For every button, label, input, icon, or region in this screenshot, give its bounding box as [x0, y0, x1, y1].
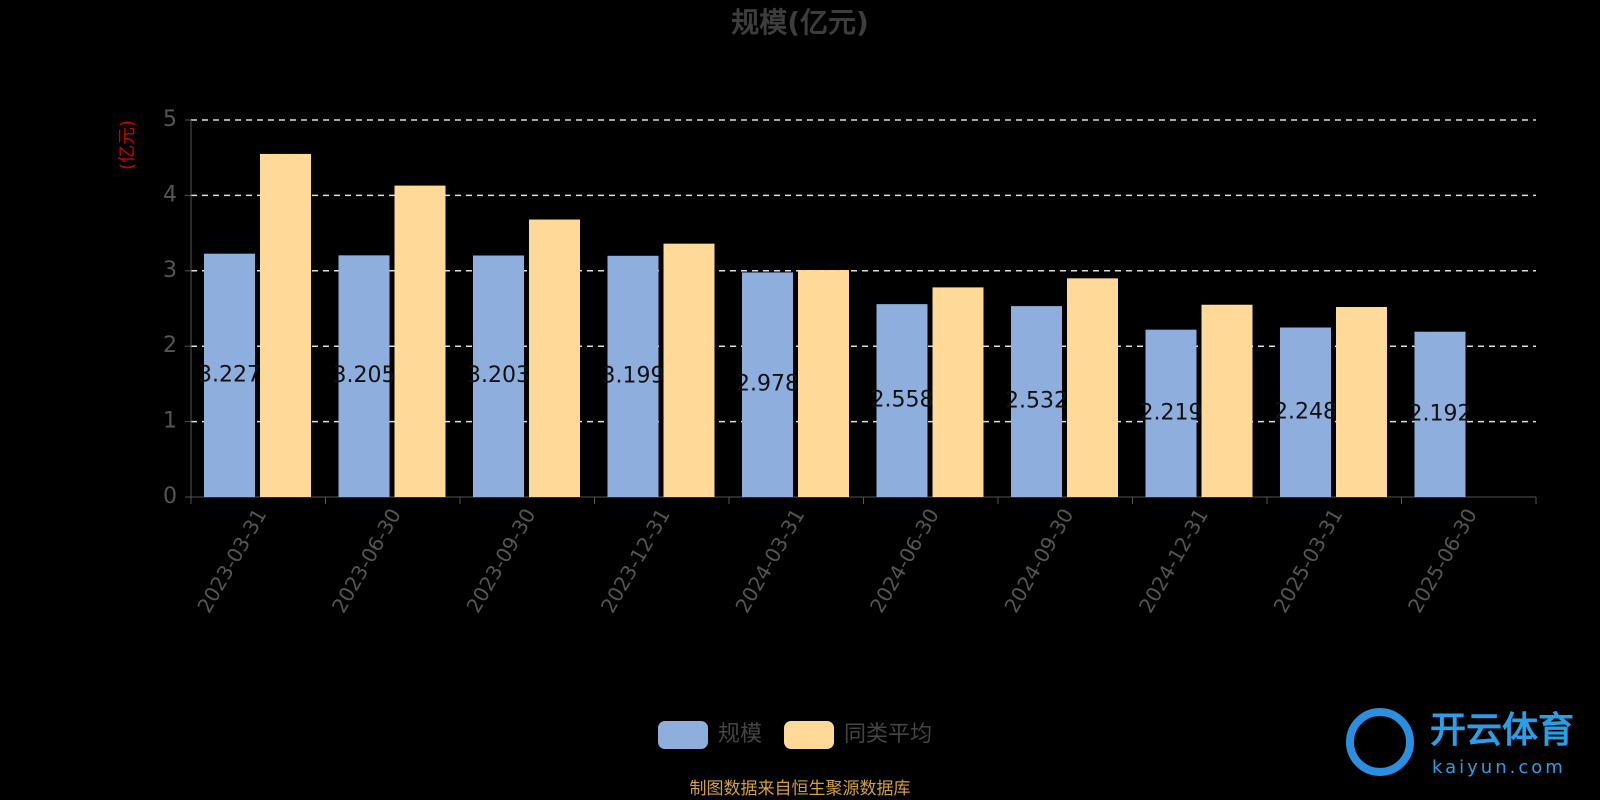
data-label: 3.199	[602, 363, 665, 388]
legend-label: 同类平均	[844, 722, 932, 747]
legend-label: 规模	[718, 722, 762, 747]
bar	[394, 185, 446, 497]
bar	[932, 287, 984, 497]
bar	[1145, 329, 1197, 497]
legend-swatch	[784, 721, 835, 749]
bar	[1336, 306, 1387, 497]
bar	[876, 304, 928, 497]
watermark-logo	[1346, 708, 1414, 776]
data-label: 3.203	[467, 363, 530, 388]
y-tick-label: 5	[163, 107, 177, 132]
bar	[1414, 331, 1466, 497]
data-label: 2.219	[1140, 400, 1203, 425]
y-tick-label: 2	[163, 333, 177, 358]
bar	[338, 255, 390, 497]
watermark-name: 开云体育	[1430, 710, 1574, 751]
data-label: 2.192	[1409, 401, 1472, 426]
y-axis-label: (亿元)	[117, 120, 138, 170]
bar	[1280, 327, 1331, 497]
bar	[663, 243, 715, 497]
bar	[1011, 306, 1062, 497]
data-label: 3.205	[333, 363, 396, 388]
bar	[473, 255, 524, 497]
y-tick-label: 1	[163, 409, 177, 434]
data-label: 3.227	[198, 362, 261, 387]
bar	[1067, 278, 1118, 497]
watermark: 开云体育 kaiyun.com	[1346, 708, 1574, 778]
bar	[260, 153, 311, 497]
y-tick-label: 0	[163, 484, 177, 509]
source-note: 制图数据来自恒生聚源数据库	[690, 779, 911, 799]
bar	[1201, 304, 1253, 497]
legend-swatch	[658, 721, 708, 749]
y-tick-label: 4	[163, 182, 177, 207]
data-label: 2.978	[736, 372, 799, 397]
chart-title: 规模(亿元)	[731, 6, 869, 39]
bar	[607, 255, 659, 497]
bar	[742, 272, 793, 497]
data-label: 2.558	[871, 388, 934, 413]
data-label: 2.532	[1005, 389, 1068, 414]
y-tick-label: 3	[163, 258, 177, 283]
watermark-url: kaiyun.com	[1432, 757, 1566, 778]
bar	[798, 270, 849, 497]
bar	[204, 253, 255, 497]
data-label: 2.248	[1274, 399, 1337, 424]
bar	[529, 219, 580, 497]
